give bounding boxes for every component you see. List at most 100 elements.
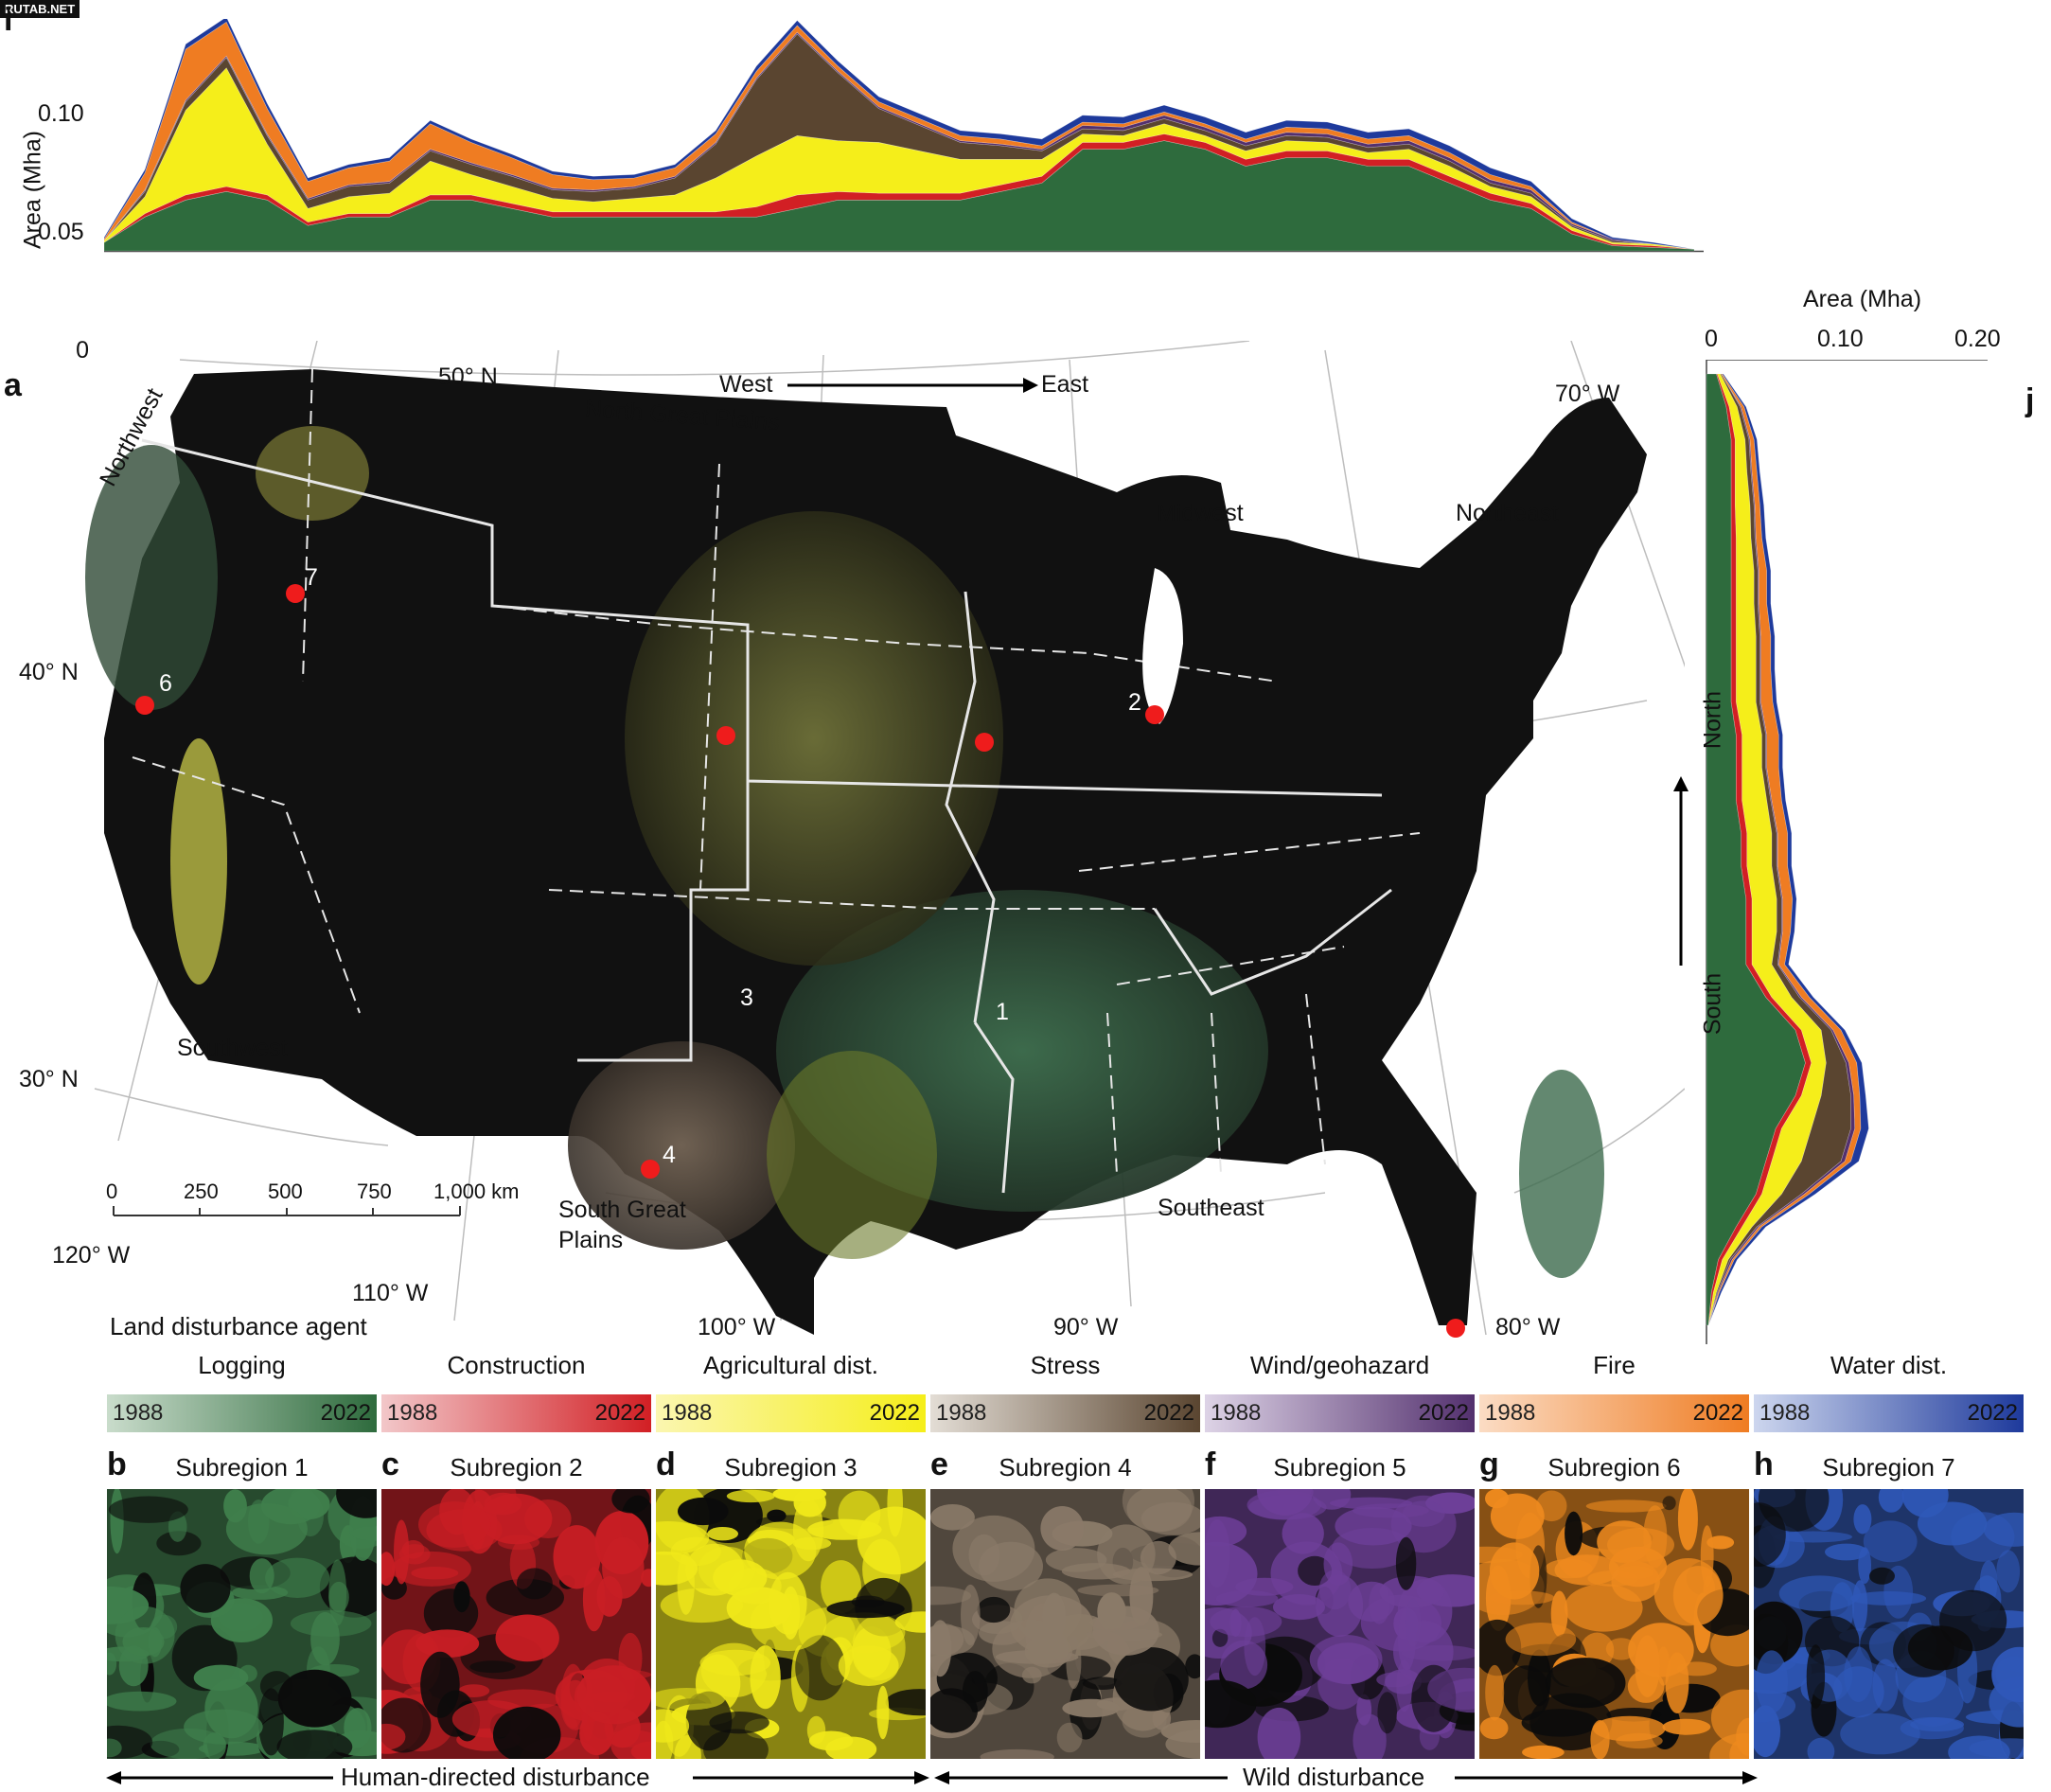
- site-1-marker: [975, 733, 994, 752]
- panel-d-letter: d: [656, 1446, 676, 1482]
- panel-e-letter: e: [930, 1446, 948, 1482]
- legend-end-year: 2022: [320, 1400, 371, 1426]
- legend-ramp-wind-geohazard: 1988 2022: [1205, 1394, 1475, 1432]
- scale-tick-0: 0: [106, 1180, 118, 1203]
- legend-start-year: 1988: [1759, 1400, 1811, 1426]
- panel-a-letter: a: [4, 367, 22, 403]
- site-label-2: 2: [1128, 689, 1141, 716]
- panel-c-image: [381, 1489, 651, 1759]
- legend-start-year: 1988: [1211, 1400, 1262, 1426]
- watermark: RUTAB.NET: [0, 0, 80, 18]
- panel-b-title: Subregion 1: [175, 1453, 309, 1482]
- legend-agent-agricultural-dist: Agricultural dist.: [703, 1351, 878, 1379]
- panel-g-image: [1479, 1489, 1749, 1759]
- panel-f-image: [1205, 1489, 1475, 1759]
- panel-d-image: [656, 1489, 926, 1759]
- site-7-marker: [286, 584, 305, 603]
- scale-tick-750: 750: [357, 1180, 392, 1203]
- legend-end-year: 2022: [594, 1400, 645, 1426]
- legend-ramp-stress: 1988 2022: [930, 1394, 1200, 1432]
- chart-j-series-water-dist: [1707, 373, 1869, 1326]
- wild-disturbance-arrow: [934, 1771, 1758, 1784]
- panel-j-south-label: South: [1699, 972, 1726, 1036]
- site-label-6: 6: [159, 670, 172, 697]
- region-midwest: Midwest: [1157, 500, 1244, 526]
- panel-b-letter: b: [107, 1446, 127, 1482]
- lat-30-label: 30° N: [19, 1066, 79, 1092]
- lon-70-label: 70° W: [1555, 381, 1620, 407]
- scale-tick-250: 250: [184, 1180, 219, 1203]
- panel-j-tick-0: 0: [1705, 326, 1718, 352]
- lat-50-label: 50° N: [438, 364, 498, 390]
- scale-tick-1000: 1,000 km: [433, 1180, 520, 1203]
- legend-ramp-fire: 1988 2022: [1479, 1394, 1749, 1432]
- panel-h-title: Subregion 7: [1822, 1453, 1955, 1482]
- site-label-1: 1: [996, 999, 1009, 1025]
- panel-b-image: [107, 1489, 377, 1759]
- panel-f-letter: f: [1205, 1446, 1216, 1482]
- legend-title: Land disturbance agent: [110, 1312, 367, 1340]
- panel-j-north-label: North: [1699, 690, 1726, 750]
- legend-agent-stress: Stress: [1030, 1351, 1101, 1379]
- legend-ramp-agricultural-dist: 1988 2022: [656, 1394, 926, 1432]
- panel-f-title: Subregion 5: [1273, 1453, 1406, 1482]
- panel-i-letter: i: [4, 2, 13, 38]
- scale-bar: [113, 1206, 461, 1216]
- region-southeast: Southeast: [1158, 1195, 1264, 1221]
- legend-start-year: 1988: [936, 1400, 987, 1426]
- panel-h-letter: h: [1754, 1446, 1774, 1482]
- legend-ramp-logging: 1988 2022: [107, 1394, 377, 1432]
- lon-90-label: 90° W: [1053, 1314, 1119, 1340]
- legend-agent-water-dist: Water dist.: [1830, 1351, 1948, 1379]
- legend-agent-construction: Construction: [447, 1351, 586, 1379]
- site-5-marker: [1446, 1319, 1465, 1338]
- lon-80-label: 80° W: [1495, 1314, 1561, 1340]
- site-label-3: 3: [740, 985, 753, 1011]
- panel-g-title: Subregion 6: [1547, 1453, 1681, 1482]
- lon-110-label: 110° W: [352, 1280, 429, 1306]
- site-label-4: 4: [663, 1142, 676, 1168]
- panel-j-tick-1: 0.10: [1817, 326, 1864, 352]
- scale-tick-500: 500: [268, 1180, 303, 1203]
- panel-c-title: Subregion 2: [450, 1453, 583, 1482]
- legend-agent-fire: Fire: [1593, 1351, 1635, 1379]
- region-northeast: Northeast: [1456, 500, 1559, 526]
- human-disturbance-label: Human-directed disturbance: [341, 1763, 650, 1791]
- site-4-marker: [641, 1160, 660, 1179]
- panel-g-letter: g: [1479, 1446, 1499, 1482]
- legend-agent-logging: Logging: [198, 1351, 286, 1379]
- site-3-marker: [716, 726, 735, 745]
- lon-120-label: 120° W: [52, 1242, 131, 1269]
- site-label-5: 5: [1429, 1323, 1442, 1350]
- chart-i: [104, 19, 1704, 253]
- legend-agent-wind-geohazard: Wind/geohazard: [1249, 1351, 1430, 1379]
- west-label: West: [719, 371, 773, 398]
- site-6-marker: [135, 696, 154, 715]
- region-southwest: Southwest: [177, 1035, 288, 1061]
- human-disturbance-arrow: [106, 1771, 929, 1784]
- legend-ramp-construction: 1988 2022: [381, 1394, 651, 1432]
- lat-40-label: 40° N: [19, 659, 79, 685]
- chart-j: [1706, 360, 1988, 1344]
- legend-ramp-water-dist: 1988 2022: [1754, 1394, 2024, 1432]
- panel-i-tick-0: 0: [76, 337, 89, 364]
- wild-disturbance-label: Wild disturbance: [1243, 1763, 1425, 1791]
- legend-end-year: 2022: [1692, 1400, 1743, 1426]
- legend-end-year: 2022: [1143, 1400, 1194, 1426]
- panel-j-tick-2: 0.20: [1954, 326, 2001, 352]
- legend-start-year: 1988: [662, 1400, 713, 1426]
- west-east-arrow: [787, 378, 1038, 393]
- east-label: East: [1041, 371, 1089, 398]
- panel-d-title: Subregion 3: [724, 1453, 858, 1482]
- panel-j-letter: j: [2025, 382, 2035, 418]
- us-map: [85, 341, 1685, 1338]
- legend-end-year: 2022: [1967, 1400, 2018, 1426]
- panel-i-tick-1: 0.05: [38, 219, 84, 245]
- north-arrow: [1673, 776, 1689, 966]
- legend-start-year: 1988: [387, 1400, 438, 1426]
- site-label-7: 7: [305, 564, 318, 591]
- lon-100-label: 100° W: [698, 1314, 776, 1340]
- region-south-great-plains: South Great Plains: [558, 1197, 686, 1253]
- legend-start-year: 1988: [1485, 1400, 1536, 1426]
- panel-h-image: [1754, 1489, 2024, 1759]
